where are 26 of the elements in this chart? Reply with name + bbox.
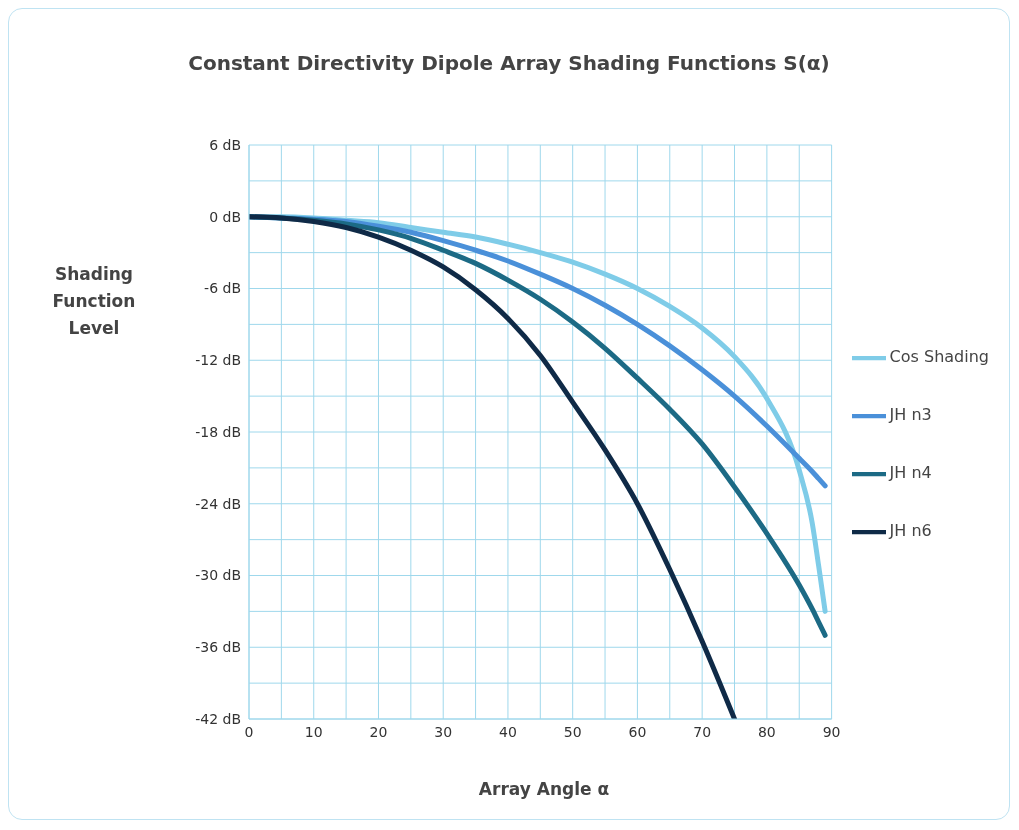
chart-title: Constant Directivity Dipole Array Shading Functions S(α)	[187, 51, 831, 75]
x-tick-label: 60	[628, 723, 647, 740]
y-tick-label: -12 dB	[195, 352, 241, 369]
y-tick-label: -24 dB	[195, 495, 241, 512]
y-axis-title: Shading Function Level	[51, 263, 137, 340]
legend-label: JH n3	[889, 405, 932, 424]
x-tick-label: 30	[434, 723, 453, 740]
y-tick-label: -6 dB	[204, 280, 241, 297]
x-tick-label: 50	[563, 723, 582, 740]
y-tick-label: -18 dB	[195, 423, 241, 440]
x-axis-title: Array Angle α	[477, 779, 611, 799]
x-tick-label: 80	[757, 723, 776, 740]
legend-label: JH n6	[889, 521, 932, 540]
y-tick-label: 0 dB	[209, 208, 241, 225]
x-tick-label: 90	[822, 723, 841, 740]
y-tick-label: -36 dB	[195, 639, 241, 656]
x-tick-label: 0	[244, 723, 254, 740]
legend-label: JH n4	[889, 463, 932, 482]
x-tick-label: 20	[369, 723, 388, 740]
y-tick-label: -42 dB	[195, 710, 241, 727]
x-tick-label: 70	[693, 723, 712, 740]
y-tick-label: 6 dB	[209, 136, 241, 153]
y-tick-label: -30 dB	[195, 567, 241, 584]
legend-label: Cos Shading	[889, 347, 989, 366]
x-tick-label: 40	[499, 723, 517, 740]
x-tick-label: 10	[304, 723, 323, 740]
